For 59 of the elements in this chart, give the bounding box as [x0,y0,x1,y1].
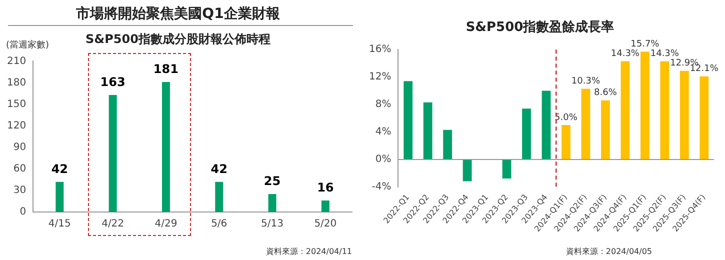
x-tick-label: 4/22 [102,218,124,230]
bar [581,88,590,160]
bar [162,82,170,212]
bar [680,70,689,160]
bar [215,182,224,212]
chart-subtitle: S&P500指數成分股財報公佈時程 [86,32,270,46]
data-label: 10.3% [571,76,600,87]
bar [56,182,64,212]
source-note: 資料來源：2024/04/05 [566,247,652,256]
bar [522,108,531,160]
x-tick-label: 5/6 [211,218,228,230]
y-tick-label: 90 [13,142,26,153]
bar [562,125,570,160]
bar [462,159,472,182]
bar [502,159,512,179]
bar [601,100,610,160]
bar [321,200,330,212]
data-label: 42 [51,162,68,176]
x-tick-label: 5/13 [261,218,284,230]
data-label: 25 [264,174,281,188]
bar [660,61,670,160]
data-label: 14.3% [610,49,640,60]
data-label: 14.3% [650,49,680,60]
y-tick-label: 16% [368,44,392,56]
bar [443,130,452,160]
chart-title: 市場將開始聚焦美國Q1企業財報 [75,5,281,22]
data-label: 8.6% [594,88,618,98]
y-tick-label: 8% [375,99,392,110]
data-label: 181 [153,62,178,76]
y-tick-label: 210 [6,56,26,67]
source-note: 資料來源：2024/04/11 [266,247,352,256]
data-label: 12.1% [690,64,719,74]
y-tick-label: -4% [372,181,392,192]
data-label: 42 [210,162,228,176]
y-tick-label: 0% [375,154,392,165]
bar [620,61,630,160]
x-tick-label: 5/20 [314,218,337,230]
bar [404,81,413,160]
y-tick-label: 120 [6,120,26,132]
x-tick-label: 4/29 [154,218,178,230]
bar [640,52,650,160]
y-tick-label: 60 [13,164,26,175]
bar [268,194,276,212]
y-tick-label: 150 [6,98,26,110]
bar [542,90,551,160]
y-tick-label: 12% [368,72,392,83]
data-label: 163 [100,75,126,90]
bar [108,94,117,212]
y-tick-label: 4% [375,126,392,138]
y-tick-label: 180 [6,77,26,88]
data-label: 16 [317,180,334,195]
chart-title: S&P500指數盈餘成長率 [466,19,614,36]
y-tick-label: 0 [20,206,26,218]
x-tick-label: 4/15 [48,218,71,230]
bar [423,102,432,160]
y-axis-title: (當週家數) [6,39,50,50]
data-label: 15.7% [630,40,660,50]
y-tick-label: 30 [13,185,26,196]
bar [700,76,709,160]
